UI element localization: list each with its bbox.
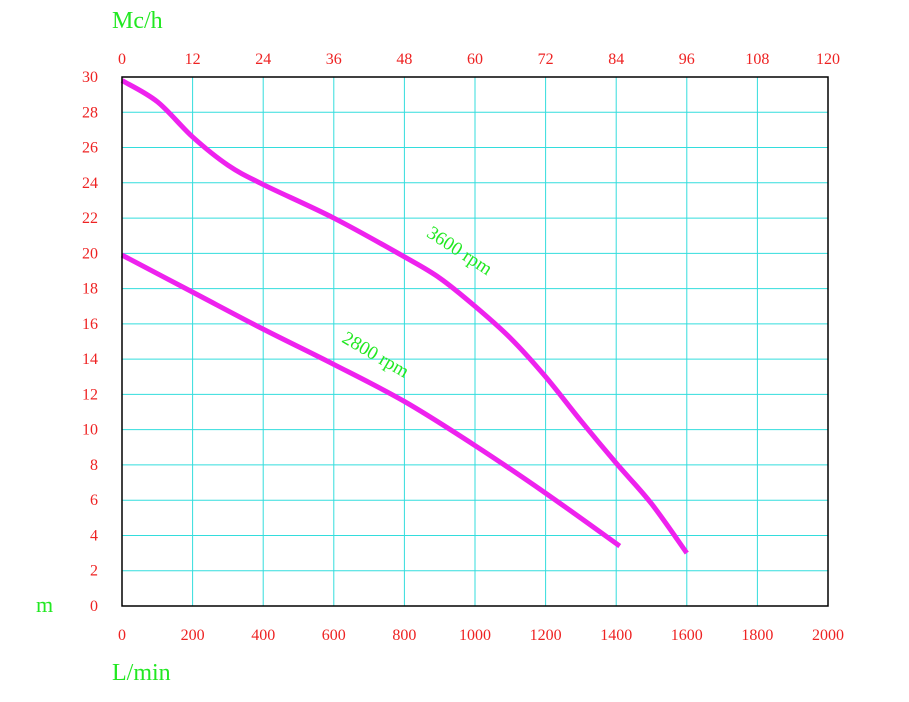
x-top-tick-label: 84 — [608, 51, 624, 68]
y-tick-label: 8 — [90, 457, 98, 474]
y-axis-label: m — [36, 592, 53, 617]
x-top-tick-label: 24 — [255, 51, 271, 68]
y-tick-label: 22 — [82, 210, 98, 227]
x-axis-top-label: Mc/h — [112, 8, 163, 34]
x-axis-bottom-label: L/min — [112, 660, 171, 686]
y-tick-label: 4 — [90, 527, 98, 544]
y-tick-label: 12 — [82, 386, 98, 403]
x-top-tick-label: 120 — [816, 51, 840, 68]
top-tick-labels: 0 12 24 36 48 60 72 84 96 108 120 — [118, 51, 840, 68]
x-bottom-tick-label: 2000 — [812, 627, 844, 644]
curves — [120, 78, 689, 555]
y-tick-label: 14 — [82, 351, 98, 368]
x-bottom-tick-label: 0 — [118, 627, 126, 644]
x-top-tick-label: 72 — [538, 51, 554, 68]
x-bottom-tick-label: 1600 — [671, 627, 703, 644]
plot-frame — [121, 76, 829, 607]
y-tick-label: 26 — [82, 140, 98, 157]
x-top-tick-label: 96 — [679, 51, 695, 68]
x-top-tick-label: 0 — [118, 51, 126, 68]
x-top-tick-label: 60 — [467, 51, 483, 68]
y-tick-label: 20 — [82, 245, 98, 262]
x-bottom-tick-label: 600 — [322, 627, 346, 644]
y-tick-label: 10 — [82, 422, 98, 439]
y-tick-label: 28 — [82, 104, 98, 121]
x-bottom-tick-label: 400 — [251, 627, 275, 644]
y-tick-label: 18 — [82, 281, 98, 298]
y-tick-label: 2 — [90, 563, 98, 580]
y-tick-label: 30 — [82, 69, 98, 86]
x-bottom-tick-label: 1400 — [600, 627, 632, 644]
x-bottom-tick-label: 1800 — [741, 627, 773, 644]
x-top-tick-label: 108 — [745, 51, 769, 68]
x-bottom-tick-label: 1200 — [530, 627, 562, 644]
x-top-tick-label: 12 — [185, 51, 201, 68]
bottom-tick-labels: 0 200 400 600 800 1000 1200 1400 1600 1800 2000 — [118, 627, 844, 644]
x-bottom-tick-label: 800 — [392, 627, 416, 644]
x-top-tick-label: 48 — [396, 51, 412, 68]
y-tick-label: 6 — [90, 492, 98, 509]
series-line-2800-rpm — [120, 252, 622, 549]
y-tick-label: 0 — [90, 598, 98, 615]
y-tick-label: 24 — [82, 175, 98, 192]
x-bottom-tick-label: 1000 — [459, 627, 491, 644]
grid — [122, 77, 828, 606]
y-tick-label: 16 — [82, 316, 98, 333]
x-bottom-tick-label: 200 — [181, 627, 205, 644]
series-line-3600-rpm — [120, 78, 689, 555]
x-top-tick-label: 36 — [326, 51, 342, 68]
